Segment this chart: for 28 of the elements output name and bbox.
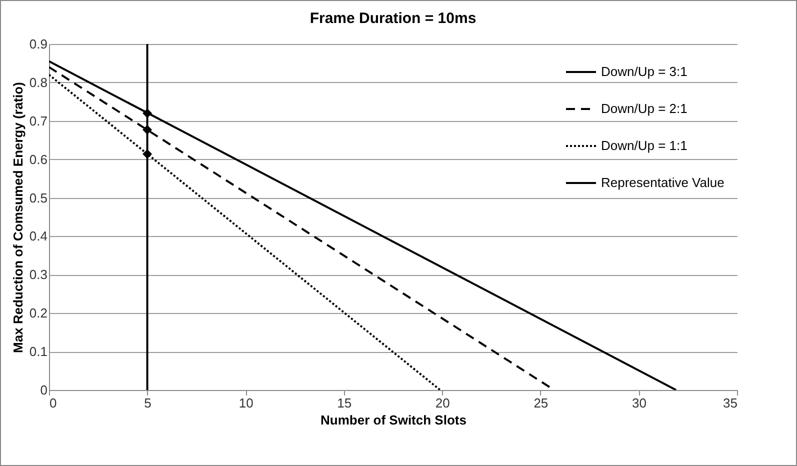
x-tick-label: 0 [50, 396, 57, 410]
x-tick-label: 5 [144, 396, 152, 410]
x-tick-label: 30 [632, 396, 646, 410]
y-tick-label: 0.6 [29, 152, 48, 167]
x-tick-label: 10 [238, 396, 254, 410]
x-tick-label: 15 [337, 396, 352, 410]
legend-label: Representative Value [601, 175, 724, 190]
point [142, 124, 152, 134]
chart-title: Frame Duration = 10ms [310, 10, 476, 27]
point [142, 149, 152, 159]
y-tick-label: 0 [40, 382, 48, 398]
legend-label: Down/Up = 1:1 [601, 138, 688, 153]
legend-label: Down/Up = 2:1 [601, 101, 688, 116]
x-tick-label: 25 [534, 396, 548, 410]
x-axis-title: Number of Switch Slots [320, 412, 466, 428]
y-tick-label: 0.8 [29, 74, 48, 90]
y-tick-label: 0.2 [29, 306, 48, 321]
y-tick-label: 0.7 [29, 113, 48, 128]
x-tick-label: 20 [435, 396, 450, 410]
legend-label: Down/Up = 3:1 [601, 64, 688, 79]
y-tick-label: 0.4 [29, 228, 48, 244]
point [142, 108, 152, 118]
y-axis-title: Max Reduction of Comsumed Energy (ratio) [10, 82, 26, 353]
y-tick-label: 0.3 [29, 267, 48, 282]
y-tick-label: 0.9 [29, 36, 48, 52]
y-tick-label: 0.1 [29, 344, 48, 360]
x-tick-label: 35 [723, 396, 738, 410]
y-tick-label: 0.5 [29, 190, 48, 206]
